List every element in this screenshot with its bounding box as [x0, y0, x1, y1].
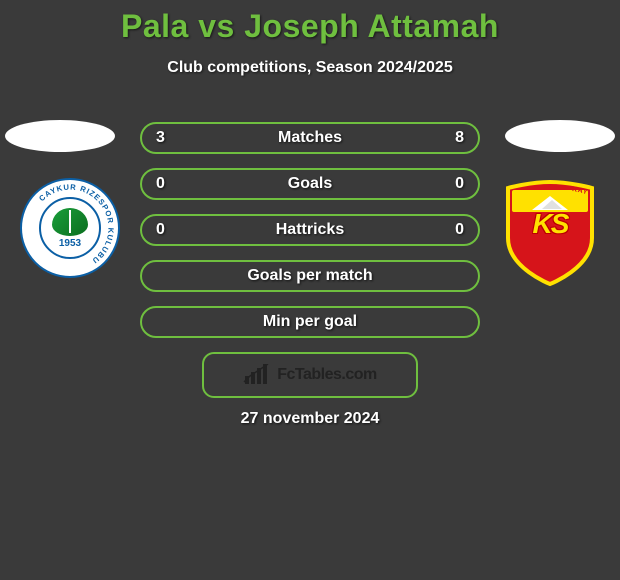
- watermark: FcTables.com: [202, 352, 418, 398]
- watermark-text: FcTables.com: [277, 366, 377, 384]
- subtitle: Club competitions, Season 2024/2025: [0, 59, 620, 77]
- stat-value-right: 0: [444, 221, 464, 239]
- club-badge-rizespor: CAYKUR RIZESPOR KULUBU 1953: [20, 178, 120, 278]
- player-slot-left: [5, 120, 115, 152]
- stat-value-right: 0: [444, 175, 464, 193]
- stat-value-left: 0: [156, 221, 176, 239]
- page-title: Pala vs Joseph Attamah: [0, 0, 620, 45]
- club-badge-kayserispor: KAYSERISPOR KS: [500, 178, 600, 278]
- player-slot-right: [505, 120, 615, 152]
- stat-row: Goals per match: [140, 260, 480, 292]
- stats-list: 3Matches80Goals00Hattricks0Goals per mat…: [140, 122, 480, 338]
- stat-row: Min per goal: [140, 306, 480, 338]
- stat-label: Min per goal: [176, 313, 444, 331]
- bar-chart-icon: [243, 364, 271, 386]
- stat-row: 0Hattricks0: [140, 214, 480, 246]
- stat-value-right: 8: [444, 129, 464, 147]
- stat-value-left: 0: [156, 175, 176, 193]
- date-line: 27 november 2024: [0, 410, 620, 428]
- stat-row: 3Matches8: [140, 122, 480, 154]
- stat-label: Hattricks: [176, 221, 444, 239]
- stat-label: Matches: [176, 129, 444, 147]
- kayserispor-letters: KS: [533, 208, 568, 240]
- stat-value-left: 3: [156, 129, 176, 147]
- stat-label: Goals: [176, 175, 444, 193]
- stat-label: Goals per match: [176, 267, 444, 285]
- stat-row: 0Goals0: [140, 168, 480, 200]
